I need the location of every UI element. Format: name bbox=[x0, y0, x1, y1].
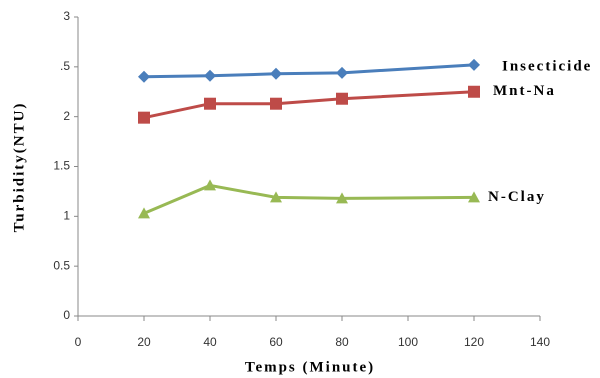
marker bbox=[138, 70, 150, 83]
marker bbox=[204, 179, 216, 191]
y-tick-label: .5 bbox=[60, 59, 70, 73]
series-line bbox=[143, 63, 475, 79]
series-label: Mnt-Na bbox=[493, 83, 556, 99]
marker bbox=[468, 85, 480, 98]
y-tick-label: 1 bbox=[63, 209, 70, 223]
x-tick-label: 60 bbox=[269, 335, 283, 349]
y-axis-title: Turbidity(NTU) bbox=[11, 102, 27, 233]
series-line bbox=[143, 183, 475, 215]
y-tick-label: 3 bbox=[63, 9, 70, 23]
marker bbox=[468, 58, 480, 71]
marker bbox=[270, 97, 282, 110]
series-line bbox=[143, 90, 475, 120]
x-tick-label: 40 bbox=[203, 335, 217, 349]
y-tick-label: 2 bbox=[63, 109, 70, 123]
y-tick-label: 1.5 bbox=[53, 159, 70, 173]
marker bbox=[138, 111, 150, 124]
y-tick-label: 0.5 bbox=[53, 258, 70, 272]
x-tick-label: 120 bbox=[464, 335, 484, 349]
series-label: Insecticide bbox=[502, 58, 592, 74]
marker bbox=[270, 67, 282, 80]
marker bbox=[138, 207, 150, 219]
marker bbox=[468, 191, 480, 203]
marker bbox=[270, 191, 282, 203]
y-tick-label: 0 bbox=[63, 308, 70, 322]
marker bbox=[204, 69, 216, 82]
x-tick-label: 0 bbox=[75, 335, 82, 349]
marker bbox=[336, 66, 348, 79]
x-tick-label: 100 bbox=[398, 335, 418, 349]
x-tick-label: 140 bbox=[530, 335, 550, 349]
x-axis-title: Temps (Minute) bbox=[245, 359, 375, 375]
x-tick-label: 20 bbox=[137, 335, 151, 349]
series-label: N-Clay bbox=[488, 189, 546, 205]
marker bbox=[336, 92, 348, 105]
x-tick-label: 80 bbox=[335, 335, 349, 349]
marker bbox=[336, 192, 348, 204]
marker bbox=[204, 97, 216, 110]
